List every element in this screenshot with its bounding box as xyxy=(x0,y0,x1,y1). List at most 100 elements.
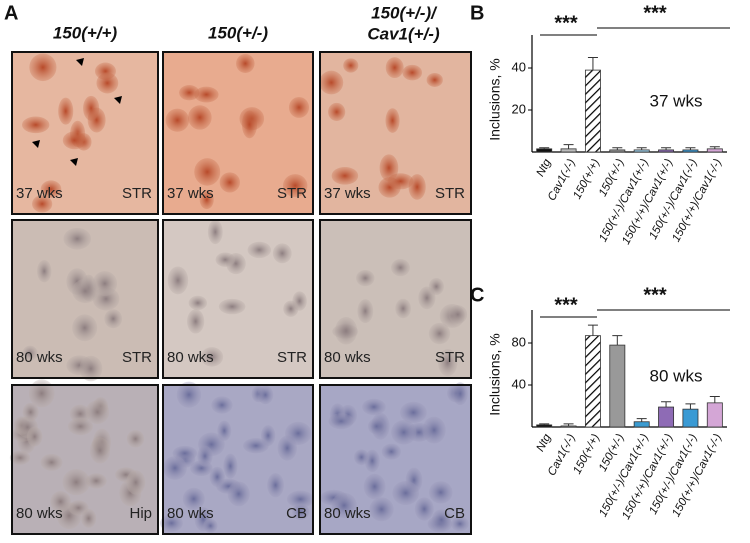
cell-nucleus xyxy=(369,497,394,522)
time-label: 80 wks xyxy=(324,349,371,366)
column-header: Cav1(+/-) xyxy=(367,24,440,43)
condition-label: 37 wks xyxy=(650,91,703,110)
micrograph: 80 wks STR xyxy=(162,219,314,379)
micrograph: 37 wks STR xyxy=(11,51,159,215)
cell-nucleus xyxy=(22,402,39,422)
cell-nucleus xyxy=(203,518,218,533)
cell-nucleus xyxy=(197,445,213,467)
y-axis-label: Inclusions, % xyxy=(487,333,503,415)
cell-nucleus xyxy=(395,298,411,319)
time-label: 80 wks xyxy=(16,349,63,366)
cell-nucleus xyxy=(199,190,214,210)
bar xyxy=(584,335,601,428)
error-bar xyxy=(661,401,672,408)
cell-nucleus xyxy=(83,95,100,121)
cell-nucleus xyxy=(223,453,238,479)
cell-nucleus xyxy=(236,54,255,74)
error-bar xyxy=(685,147,696,150)
column-header: 150(+/-)/ xyxy=(371,3,438,22)
cell-nucleus xyxy=(385,57,404,79)
cell-nucleus xyxy=(391,420,417,445)
cell-nucleus xyxy=(40,453,63,471)
cell-nucleus xyxy=(187,309,205,334)
cell-nucleus xyxy=(96,72,119,94)
significance: *** xyxy=(554,294,578,316)
cell-nucleus xyxy=(247,241,272,259)
micrograph-frame xyxy=(162,219,314,379)
cell-nucleus xyxy=(200,347,224,367)
error-bar xyxy=(539,423,550,425)
error-bar xyxy=(709,146,720,149)
cell-nucleus xyxy=(331,166,359,185)
cell-nucleus xyxy=(363,473,386,500)
bar xyxy=(682,149,699,153)
time-label: 80 wks xyxy=(167,349,214,366)
error-bar xyxy=(661,147,672,150)
micrograph: 37 wks STR xyxy=(162,51,314,215)
cell-nucleus xyxy=(58,97,74,125)
cell-nucleus xyxy=(356,269,375,287)
cell-nucleus xyxy=(452,382,468,406)
error-bar xyxy=(539,147,550,149)
bar xyxy=(682,408,699,428)
y-tick-label: 80 xyxy=(512,334,526,349)
bar xyxy=(536,148,553,153)
y-tick-label: 40 xyxy=(512,376,526,391)
cell-nucleus xyxy=(194,86,219,103)
cell-nucleus xyxy=(328,102,346,121)
micrograph-frame xyxy=(319,384,472,535)
bar xyxy=(706,148,723,153)
region-label: STR xyxy=(277,185,307,202)
cell-nucleus xyxy=(218,298,246,315)
micrograph-frame xyxy=(11,51,159,215)
arrowhead xyxy=(70,158,78,166)
time-label: 37 wks xyxy=(324,185,371,202)
cell-nucleus xyxy=(194,158,221,186)
cell-nucleus xyxy=(267,473,284,498)
region-label: STR xyxy=(277,349,307,366)
bar xyxy=(706,402,723,428)
region-label: STR xyxy=(122,185,152,202)
arrowhead xyxy=(76,58,84,66)
arrowhead xyxy=(114,96,122,104)
cell-nucleus xyxy=(40,180,62,198)
cell-nucleus xyxy=(62,469,90,496)
error-bar xyxy=(612,147,623,150)
cell-nucleus xyxy=(89,437,111,464)
column-header: 150(+/+) xyxy=(53,23,118,42)
cell-nucleus xyxy=(282,174,308,198)
cell-nucleus xyxy=(179,85,200,101)
cell-nucleus xyxy=(37,259,52,283)
column-header: 150(+/-) xyxy=(208,23,268,42)
bar xyxy=(536,424,553,428)
cell-nucleus xyxy=(428,481,453,504)
cell-nucleus xyxy=(367,418,386,435)
micrograph: 80 wks STR xyxy=(319,219,472,379)
cell-nucleus xyxy=(286,490,314,508)
y-tick-label: 40 xyxy=(512,59,526,74)
panel-letter: A xyxy=(4,2,18,24)
cell-nucleus xyxy=(50,491,71,513)
cell-nucleus xyxy=(32,195,53,213)
time-label: 80 wks xyxy=(324,505,371,522)
micrograph-frame xyxy=(162,51,314,215)
cell-nucleus xyxy=(283,300,299,317)
region-label: STR xyxy=(435,185,465,202)
cell-nucleus xyxy=(428,322,451,345)
cell-nucleus xyxy=(81,508,97,528)
cell-nucleus xyxy=(426,72,443,87)
cell-nucleus xyxy=(188,295,208,311)
cell-nucleus xyxy=(288,96,310,118)
cell-nucleus xyxy=(72,278,99,304)
cell-nucleus xyxy=(381,443,401,460)
error-bar xyxy=(563,144,574,149)
cell-nucleus xyxy=(92,271,118,297)
bar xyxy=(609,149,626,153)
cell-nucleus xyxy=(241,110,258,139)
cell-nucleus xyxy=(160,514,183,532)
cell-nucleus xyxy=(431,509,452,531)
cell-nucleus xyxy=(272,243,292,264)
error-bar xyxy=(612,335,623,346)
